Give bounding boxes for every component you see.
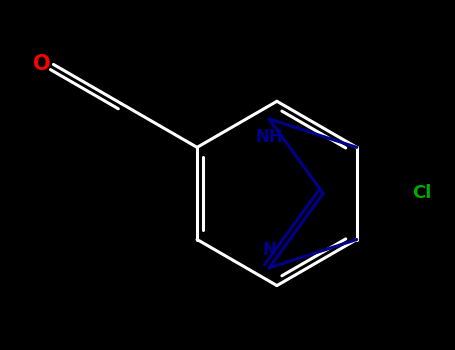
Text: NH: NH — [255, 128, 283, 146]
Text: Cl: Cl — [412, 184, 431, 202]
Text: O: O — [33, 55, 51, 75]
Text: N: N — [262, 240, 276, 259]
